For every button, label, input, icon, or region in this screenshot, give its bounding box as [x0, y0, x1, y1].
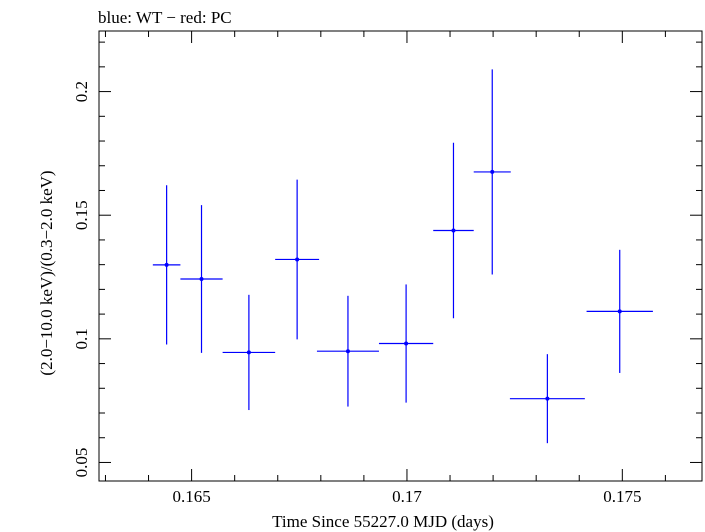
y-axis-label: (2.0−10.0 keV)/(0.3−2.0 keV) [37, 170, 56, 375]
point-marker [295, 257, 300, 262]
data-point [586, 249, 653, 373]
x-tick-label: 0.165 [172, 487, 210, 506]
data-point [222, 294, 276, 411]
y-tick-label: 0.15 [72, 200, 91, 230]
point-marker [451, 228, 456, 233]
chart-title: blue: WT − red: PC [98, 8, 232, 27]
data-point [316, 295, 379, 407]
data-point [473, 69, 511, 275]
data-points [152, 69, 653, 444]
y-tick-label: 0.1 [72, 328, 91, 349]
x-axis-label: Time Since 55227.0 MJD (days) [272, 512, 494, 531]
point-marker [345, 349, 350, 354]
point-marker [199, 276, 204, 281]
point-marker [404, 341, 409, 346]
point-marker [246, 350, 251, 355]
tick-labels: 0.165 0.17 0.175 0.05 0.1 0.15 0.2 [72, 81, 641, 506]
y-tick-label: 0.05 [72, 448, 91, 478]
y-tick-label: 0.2 [72, 81, 91, 102]
x-tick-label: 0.175 [603, 487, 641, 506]
data-point [180, 205, 223, 353]
data-point [378, 284, 434, 403]
point-marker [617, 309, 622, 314]
data-point [152, 185, 181, 345]
data-point [509, 354, 585, 444]
data-point [433, 142, 474, 319]
data-point [275, 179, 320, 340]
x-tick-label: 0.17 [392, 487, 422, 506]
plot-frame [98, 30, 703, 482]
axis-ticks [99, 31, 702, 481]
point-marker [490, 169, 495, 174]
point-marker [164, 262, 169, 267]
point-marker [545, 396, 550, 401]
